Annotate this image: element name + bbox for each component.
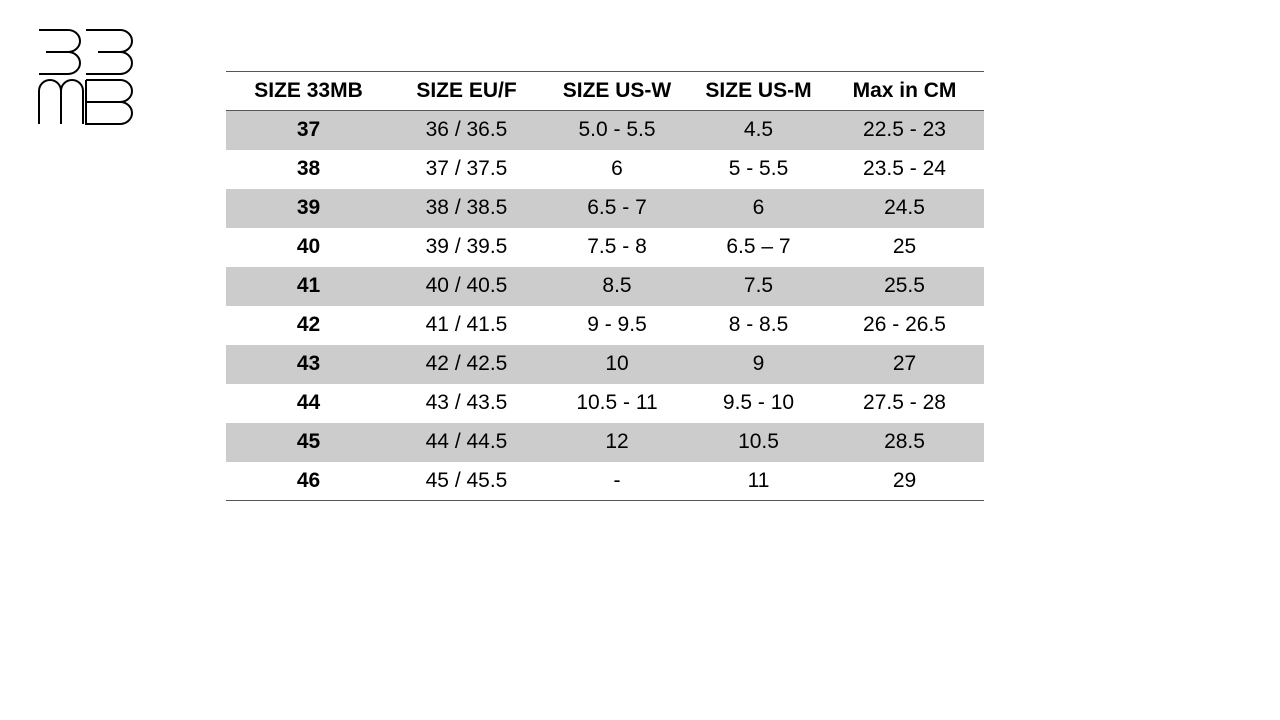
cell-size-33mb: 39 <box>226 188 391 228</box>
cell-size-us-m: 10.5 <box>692 422 825 462</box>
cell-size-eu-f: 37 / 37.5 <box>425 157 508 180</box>
cell-max-cm: 25 <box>892 235 917 258</box>
cell-size-us-m: 9.5 - 10 <box>722 391 795 414</box>
cell-size-us-w: 12 <box>542 422 692 462</box>
cell-size-us-w: 10 <box>542 344 692 384</box>
table-row: 46 45 / 45.5 - 11 29 <box>226 461 984 501</box>
cell-max-cm: 27 <box>825 344 984 384</box>
cell-size-us-w: - <box>542 461 692 501</box>
cell-size-eu-f: 41 / 41.5 <box>425 313 508 336</box>
header-size-eu-f: SIZE EU/F <box>391 71 542 111</box>
cell-size-eu-f: 36 / 36.5 <box>391 110 542 150</box>
cell-size-us-w: 9 - 9.5 <box>587 313 647 336</box>
cell-size-eu-f: 45 / 45.5 <box>391 461 542 501</box>
cell-max-cm: 28.5 <box>825 422 984 462</box>
cell-size-eu-f: 40 / 40.5 <box>391 266 542 306</box>
cell-size-us-m: 9 <box>692 344 825 384</box>
cell-size-33mb: 41 <box>226 266 391 306</box>
cell-size-us-w: 6 <box>611 157 623 180</box>
brand-logo <box>38 29 134 125</box>
table-row: 40 39 / 39.5 7.5 - 8 6.5 – 7 25 <box>226 228 984 267</box>
cell-size-us-w: 6.5 - 7 <box>542 188 692 228</box>
table-row: 45 44 / 44.5 12 10.5 28.5 <box>226 422 984 462</box>
cell-size-33mb: 46 <box>226 461 391 501</box>
cell-size-us-w: 10.5 - 11 <box>576 391 658 414</box>
cell-size-eu-f: 42 / 42.5 <box>391 344 542 384</box>
header-size-us-m: SIZE US-M <box>692 71 825 111</box>
cell-size-us-w: 5.0 - 5.5 <box>542 110 692 150</box>
header-size-33mb: SIZE 33MB <box>226 71 391 111</box>
cell-size-us-m: 6.5 – 7 <box>726 235 791 258</box>
cell-size-us-m: 4.5 <box>692 110 825 150</box>
cell-size-us-m: 5 - 5.5 <box>728 157 789 180</box>
cell-size-us-m: 7.5 <box>692 266 825 306</box>
cell-max-cm: 29 <box>825 461 984 501</box>
cell-max-cm: 24.5 <box>825 188 984 228</box>
cell-size-33mb: 37 <box>226 110 391 150</box>
header-max-in-cm: Max in CM <box>825 71 984 111</box>
table-row: 43 42 / 42.5 10 9 27 <box>226 344 984 384</box>
cell-size-us-m: 8 - 8.5 <box>728 313 789 336</box>
cell-size-33mb: 40 <box>296 235 321 258</box>
size-chart-table: SIZE 33MB SIZE EU/F SIZE US-W SIZE US-M … <box>226 71 984 501</box>
cell-size-eu-f: 38 / 38.5 <box>391 188 542 228</box>
cell-size-us-m: 6 <box>692 188 825 228</box>
table-row: 37 36 / 36.5 5.0 - 5.5 4.5 22.5 - 23 <box>226 110 984 150</box>
cell-max-cm: 23.5 - 24 <box>863 157 946 180</box>
cell-size-33mb: 42 <box>296 313 321 336</box>
table-header-row: SIZE 33MB SIZE EU/F SIZE US-W SIZE US-M … <box>226 71 984 111</box>
table-row: 41 40 / 40.5 8.5 7.5 25.5 <box>226 266 984 306</box>
cell-max-cm: 25.5 <box>825 266 984 306</box>
table-row: 38 37 / 37.5 6 5 - 5.5 23.5 - 24 <box>226 150 984 189</box>
table-row: 39 38 / 38.5 6.5 - 7 6 24.5 <box>226 188 984 228</box>
cell-size-33mb: 45 <box>226 422 391 462</box>
header-size-us-w: SIZE US-W <box>542 71 692 111</box>
cell-size-eu-f: 39 / 39.5 <box>425 235 508 258</box>
cell-size-us-w: 7.5 - 8 <box>587 235 647 258</box>
table-row: 44 43 / 43.5 10.5 - 11 9.5 - 10 27.5 - 2… <box>226 384 984 423</box>
table-row: 42 41 / 41.5 9 - 9.5 8 - 8.5 26 - 26.5 <box>226 306 984 345</box>
cell-size-us-w: 8.5 <box>542 266 692 306</box>
cell-max-cm: 22.5 - 23 <box>825 110 984 150</box>
cell-size-33mb: 44 <box>296 391 321 414</box>
cell-max-cm: 27.5 - 28 <box>863 391 946 414</box>
cell-size-eu-f: 44 / 44.5 <box>391 422 542 462</box>
cell-max-cm: 26 - 26.5 <box>863 313 946 336</box>
cell-size-33mb: 38 <box>296 157 321 180</box>
cell-size-eu-f: 43 / 43.5 <box>425 391 508 414</box>
cell-size-33mb: 43 <box>226 344 391 384</box>
cell-size-us-m: 11 <box>692 461 825 501</box>
